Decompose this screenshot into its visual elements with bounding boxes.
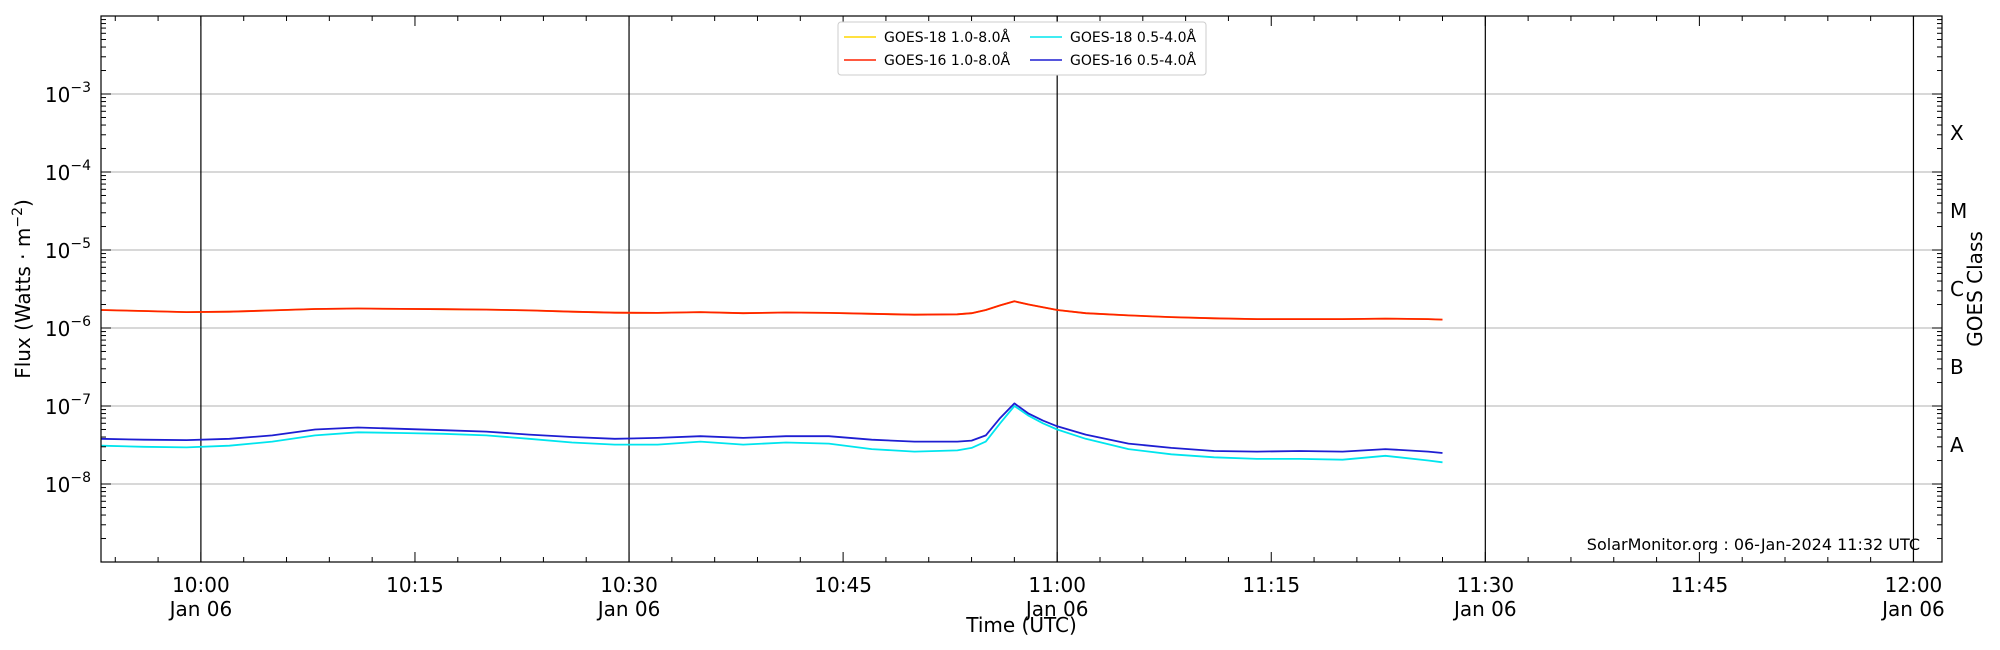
x-tick-label: 10:00 xyxy=(172,573,230,597)
y-axis-title-close: ) xyxy=(11,199,35,207)
x-tick-date: Jan 06 xyxy=(596,597,661,621)
x-tick-label: 11:30 xyxy=(1456,573,1514,597)
y-tick-base: 10 xyxy=(45,83,70,107)
y-tick-label: 10−3 xyxy=(45,80,91,107)
series-line-3 xyxy=(100,405,1443,464)
x-tick-date: Jan 06 xyxy=(1880,597,1945,621)
y-axis-ticks: 10−810−710−610−510−410−3 xyxy=(45,19,1942,563)
goes-class-axis-title: GOES Class xyxy=(1963,231,1987,347)
x-tick-date: Jan 06 xyxy=(1452,597,1517,621)
x-tick-label: 12:00 xyxy=(1885,573,1943,597)
y-tick-exponent: −3 xyxy=(70,80,91,96)
y-axis-title: Flux (Watts · m−2) xyxy=(10,199,35,379)
y-tick-label: 10−4 xyxy=(45,158,91,185)
y-tick-exponent: −8 xyxy=(70,470,91,486)
gridlines xyxy=(101,15,1942,563)
plot-area-frame xyxy=(100,15,1943,563)
y-tick-base: 10 xyxy=(45,395,70,419)
series-line-2 xyxy=(100,300,1443,321)
credit-text: SolarMonitor.org : 06-Jan-2024 11:32 UTC xyxy=(1587,535,1920,554)
series-lines xyxy=(100,300,1443,464)
y-tick-exponent: −7 xyxy=(70,392,91,408)
y-tick-base: 10 xyxy=(45,473,70,497)
y-tick-exponent: −5 xyxy=(70,236,91,252)
legend-label: GOES-16 1.0-8.0Å xyxy=(884,52,1010,69)
day-time-vertical-lines xyxy=(200,16,1915,562)
y-tick-label: 10−6 xyxy=(45,314,91,341)
y-axis-title-superscript: −2 xyxy=(10,207,26,228)
y-tick-label: 10−7 xyxy=(45,392,91,419)
y-tick-base: 10 xyxy=(45,317,70,341)
goes-class-label: B xyxy=(1950,355,1964,379)
x-tick-label: 11:00 xyxy=(1028,573,1086,597)
y-tick-label: 10−8 xyxy=(45,470,91,497)
legend-label: GOES-18 1.0-8.0Å xyxy=(884,29,1010,46)
legend-box xyxy=(837,21,1207,76)
legend: GOES-18 1.0-8.0Å GOES-16 1.0-8.0Å GOES-18 … xyxy=(837,21,1207,76)
x-tick-label: 10:30 xyxy=(600,573,658,597)
goes-class-label: A xyxy=(1950,433,1964,457)
x-tick-date: Jan 06 xyxy=(168,597,233,621)
y-tick-base: 10 xyxy=(45,239,70,263)
legend-label: GOES-18 0.5-4.0Å xyxy=(1070,29,1196,46)
x-tick-label: 10:15 xyxy=(386,573,444,597)
goes-class-label: C xyxy=(1950,277,1964,301)
y-axis-title-main: Flux (Watts · m xyxy=(11,228,35,379)
x-tick-date: Jan 06 xyxy=(1024,597,1089,621)
y-tick-exponent: −4 xyxy=(70,158,91,174)
goes-class-label: M xyxy=(1950,199,1967,223)
x-tick-label: 11:45 xyxy=(1671,573,1729,597)
y-tick-label: 10−5 xyxy=(45,236,91,263)
series-line-1 xyxy=(100,300,1443,321)
series-line-4 xyxy=(100,402,1443,454)
y-tick-base: 10 xyxy=(45,161,70,185)
goes-class-axis: A B C M X xyxy=(1950,121,1967,457)
x-tick-label: 10:45 xyxy=(814,573,872,597)
goes-class-label: X xyxy=(1950,121,1964,145)
y-tick-exponent: −6 xyxy=(70,314,91,330)
x-axis-title: Time (UTC) xyxy=(965,613,1077,637)
legend-label: GOES-16 0.5-4.0Å xyxy=(1070,52,1196,69)
x-tick-label: 11:15 xyxy=(1242,573,1300,597)
